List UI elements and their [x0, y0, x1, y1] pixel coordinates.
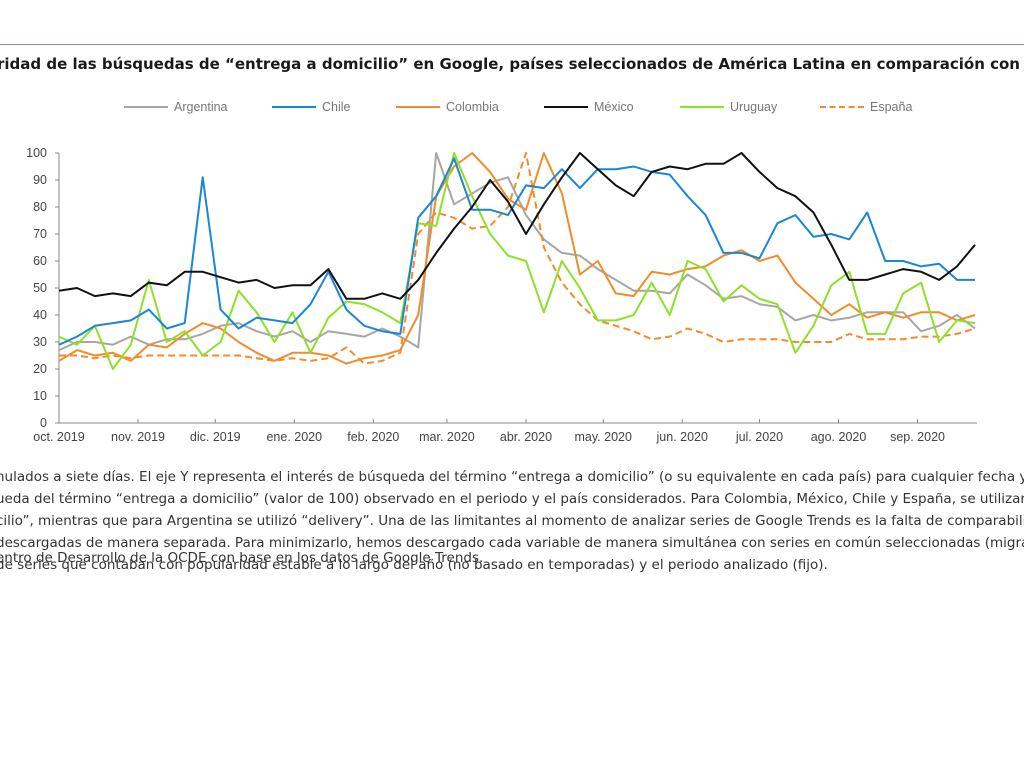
series-line-mexico: [58, 152, 976, 300]
y-tick-label: 0: [40, 416, 47, 430]
legend-swatch: [544, 106, 588, 108]
legend-item-uruguay: Uruguay: [680, 100, 777, 114]
figure-notes: nulados a siete días. El eje Y represent…: [0, 466, 1024, 576]
x-tick-label: dic. 2019: [190, 430, 241, 444]
series-line-chile: [58, 157, 975, 346]
y-tick-label: 80: [33, 200, 47, 214]
legend-label: España: [870, 100, 913, 114]
legend-item-mexico: México: [544, 100, 634, 114]
note-line: de series que contaban con popularidad e…: [0, 557, 828, 573]
figure-title: ridad de las búsquedas de “entrega a dom…: [0, 55, 1020, 73]
x-tick-label: mar. 2020: [419, 430, 475, 444]
legend-label: Uruguay: [730, 100, 778, 114]
top-divider: [0, 44, 1024, 45]
y-tick-label: 70: [33, 227, 47, 241]
x-tick-label: feb. 2020: [347, 430, 399, 444]
y-tick-label: 20: [33, 362, 47, 376]
series-line-uruguay: [58, 152, 976, 370]
line-chart: 0 10 20 30 40 50 60 70 80 90 100 oct. 2019 nov. 201…: [26, 146, 977, 444]
x-tick-label: oct. 2019: [33, 430, 84, 444]
x-tick-label: may. 2020: [574, 430, 631, 444]
x-tick-label: ago. 2020: [811, 430, 867, 444]
legend-item-argentina: Argentina: [124, 100, 228, 114]
legend-item-colombia: Colombia: [396, 100, 499, 114]
x-tick-label: ene. 2020: [266, 430, 322, 444]
x-tick-label: sep. 2020: [890, 430, 945, 444]
legend-label: Chile: [322, 100, 351, 114]
legend-item-chile: Chile: [272, 100, 351, 114]
y-tick-label: 40: [33, 308, 47, 322]
legend-swatch: [272, 106, 316, 108]
legend-swatch: [396, 106, 440, 108]
y-tick-label: 50: [33, 281, 47, 295]
x-tick-label: jul. 2020: [735, 430, 783, 444]
legend-swatch: [680, 106, 724, 108]
y-tick-label: 90: [33, 173, 47, 187]
series-line-argentina: [58, 152, 976, 352]
y-axis-ticks: 0 10 20 30 40 50 60 70 80 90 100: [26, 146, 59, 430]
chart-legend: Argentina Chile Colombia México Uruguay …: [0, 100, 1024, 120]
figure-source: entro de Desarrollo de la OCDE con base …: [0, 550, 484, 566]
x-tick-label: nov. 2019: [111, 430, 165, 444]
note-line: nulados a siete días. El eje Y represent…: [0, 469, 1024, 485]
y-tick-label: 60: [33, 254, 47, 268]
legend-label: México: [594, 100, 634, 114]
x-tick-label: abr. 2020: [500, 430, 552, 444]
legend-label: Colombia: [446, 100, 499, 114]
y-tick-label: 30: [33, 335, 47, 349]
y-tick-label: 100: [26, 146, 47, 160]
y-tick-label: 10: [33, 389, 47, 403]
legend-swatch: [124, 106, 168, 108]
legend-label: Argentina: [174, 100, 228, 114]
note-line: descargadas de manera separada. Para min…: [0, 535, 1024, 551]
series-layer: [58, 152, 976, 370]
legend-swatch: [820, 106, 864, 108]
legend-item-espana: España: [820, 100, 912, 114]
x-axis-ticks: oct. 2019 nov. 2019 dic. 2019 ene. 2020 feb.…: [33, 419, 945, 444]
note-line: ueda del término “entrega a domicilio” (…: [0, 491, 1024, 507]
note-line: cilio”, mientras que para Argentina se u…: [0, 513, 1024, 529]
x-tick-label: jun. 2020: [656, 430, 708, 444]
